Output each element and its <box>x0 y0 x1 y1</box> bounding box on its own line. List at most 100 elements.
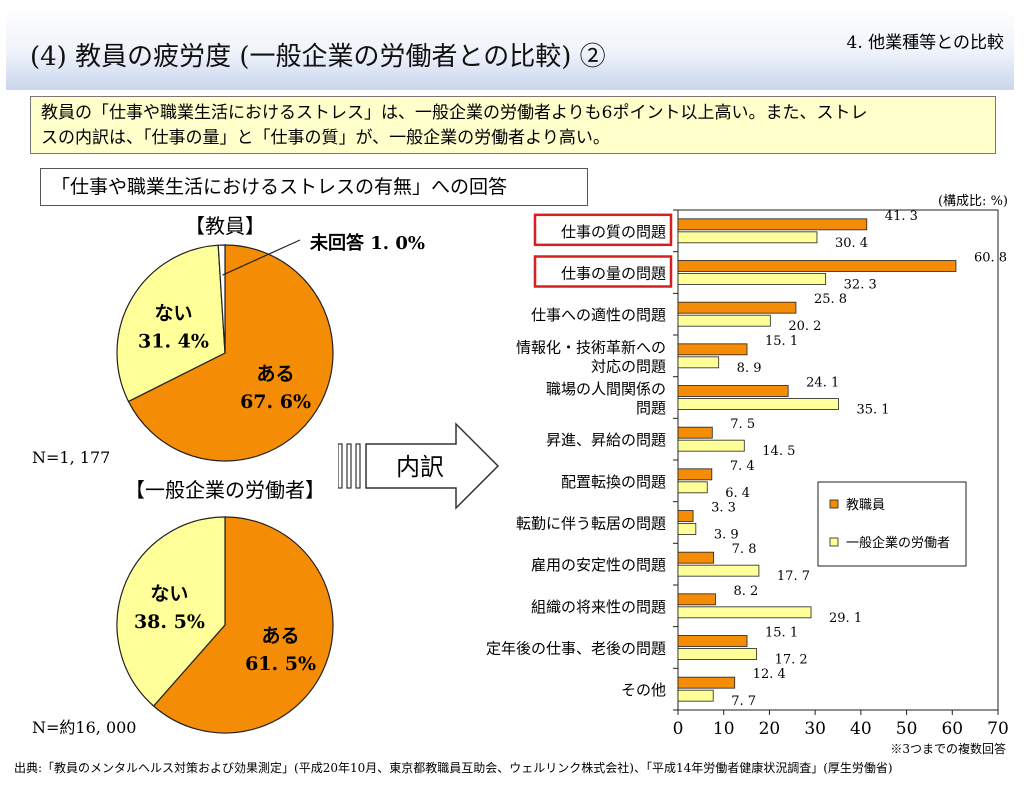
x-tick-label: 70 <box>987 719 1009 739</box>
bar-value-worker: 17. 7 <box>777 569 810 584</box>
bar-value-teacher: 12. 4 <box>753 667 786 682</box>
category-label: 問題 <box>636 399 666 417</box>
bar-teacher <box>677 593 716 606</box>
bar-value-worker: 3. 9 <box>714 528 739 543</box>
bar-worker <box>677 648 758 660</box>
x-tick-label: 0 <box>673 719 684 739</box>
source-citation: 出典:「教員のメンタルヘルス対策および効果測定」(平成20年10月、東京都教職員… <box>14 761 893 775</box>
x-tick-label: 10 <box>713 719 735 739</box>
pie-slice-label: ない <box>154 302 192 324</box>
bar-worker <box>677 564 760 577</box>
bar-value-teacher: 7. 5 <box>730 417 755 432</box>
category-label: 情報化・技術革新への <box>516 338 666 356</box>
bar-teacher <box>677 218 868 231</box>
legend-label-teacher: 教職員 <box>846 497 885 513</box>
pie-slice-1-3 <box>217 244 226 354</box>
pie-slice-label: ある <box>262 625 300 647</box>
bar-value-worker: 8. 9 <box>737 361 762 376</box>
category-label: 雇用の安定性の問題 <box>531 556 666 574</box>
x-tick-label: 20 <box>759 719 781 739</box>
bar-worker <box>677 439 745 452</box>
bar-value-teacher: 25. 8 <box>814 292 847 307</box>
bar-value-worker: 17. 2 <box>775 653 808 668</box>
pie-title: 【一般企業の労働者】 <box>125 478 325 502</box>
bar-value-teacher: 24. 1 <box>806 376 839 391</box>
bar-teacher <box>677 635 748 647</box>
title-bar <box>6 8 1014 90</box>
bar-value-worker: 20. 2 <box>788 319 821 334</box>
pie-slice-1-1 <box>127 244 334 462</box>
bar-worker <box>677 523 697 535</box>
legend-swatch-worker <box>829 537 839 547</box>
pie-slice-value: 67. 6% <box>240 391 311 413</box>
bar-value-worker: 6. 4 <box>725 486 750 501</box>
category-label: 対応の問題 <box>591 357 666 375</box>
pie-slice-2-2 <box>116 516 226 707</box>
bar-value-worker: 32. 3 <box>844 278 877 293</box>
legend-swatch-teacher <box>829 499 839 509</box>
category-label: 職場の人間関係の <box>546 380 666 398</box>
summary-line-1: 教員の「仕事や職業生活におけるストレス」は、一般企業の労働者よりも6ポイント以上… <box>41 103 868 123</box>
bar-value-teacher: 8. 2 <box>733 584 758 599</box>
x-tick-label: 40 <box>850 719 872 739</box>
bar-teacher <box>677 510 694 522</box>
arrow-label: 内訳 <box>396 453 444 481</box>
bar-teacher <box>677 551 715 564</box>
category-label: 配置転換の問題 <box>561 473 666 491</box>
category-highlight-box <box>533 213 673 247</box>
bar-worker <box>677 689 714 702</box>
bar-value-worker: 7. 7 <box>731 694 756 709</box>
footnote: ※3つまでの複数回答 <box>890 742 1006 756</box>
bar-teacher <box>677 426 713 439</box>
bar-teacher <box>677 301 797 314</box>
bar-chart: 0 10 20 30 40 50 60 70 41. 3 30. 4 仕事の質の問題 60. 8 32.… <box>486 209 1009 739</box>
category-label: その他 <box>621 681 666 699</box>
breakdown-arrow: 内訳 <box>337 420 503 516</box>
bar-teacher <box>677 260 957 272</box>
bar-teacher <box>677 468 713 481</box>
bar-worker <box>677 231 818 244</box>
pie-slice-value: 61. 5% <box>245 653 316 675</box>
pie-charts: 【教員】 N=1, 177 ある 67. 6% ない 31. 4% 未回答 1. 0% 【一般… <box>32 214 425 737</box>
category-label: 定年後の仕事、老後の問題 <box>486 640 666 658</box>
x-tick-label: 60 <box>941 719 963 739</box>
bar-value-worker: 35. 1 <box>856 403 889 418</box>
plot-area <box>677 209 999 711</box>
category-label: 仕事の質の問題 <box>561 223 666 241</box>
bar-value-teacher: 41. 3 <box>885 209 918 224</box>
category-label: 仕事の量の問題 <box>561 265 666 283</box>
bar-value-teacher: 3. 3 <box>711 501 736 516</box>
pie-n-label: N=約16, 000 <box>32 718 136 737</box>
pie-slice-2-1 <box>152 516 334 734</box>
bar-value-teacher: 15. 1 <box>765 334 798 349</box>
bar-value-teacher: 7. 8 <box>732 542 757 557</box>
pie-slice-label: ない <box>150 583 188 605</box>
pie-annotation-leader <box>222 239 301 276</box>
bar-value-teacher: 15. 1 <box>765 626 798 641</box>
unit-label: (構成比: %) <box>937 194 1008 209</box>
bar-value-teacher: 60. 8 <box>974 251 1007 266</box>
legend-box <box>817 481 967 567</box>
bar-worker <box>677 273 827 285</box>
pie-slice-value: 38. 5% <box>134 611 205 633</box>
bar-value-teacher: 7. 4 <box>730 459 755 474</box>
page-title: (4) 教員の疲労度 (一般企業の労働者との比較) ② <box>30 42 606 72</box>
section-label: 4. 他業種等との比較 <box>846 33 1004 53</box>
x-tick-label: 30 <box>804 719 826 739</box>
bar-worker <box>677 314 771 327</box>
bar-teacher <box>677 676 736 689</box>
bar-value-worker: 30. 4 <box>835 236 868 251</box>
question-label: 「仕事や職業生活におけるストレスの有無」への回答 <box>40 168 588 206</box>
pie-title: 【教員】 <box>185 214 265 238</box>
category-label: 転勤に伴う転居の問題 <box>516 515 666 533</box>
category-label: 仕事への適性の問題 <box>531 306 666 324</box>
legend-label-worker: 一般企業の労働者 <box>846 535 950 551</box>
category-label: 昇進、昇給の問題 <box>546 431 666 449</box>
bar-worker <box>677 606 812 619</box>
category-label: 組織の将来性の問題 <box>531 598 666 616</box>
bar-worker <box>677 481 708 494</box>
category-highlight-box <box>533 255 673 288</box>
bar-value-worker: 29. 1 <box>829 611 862 626</box>
pie-n-label: N=1, 177 <box>32 448 110 467</box>
x-tick-label: 50 <box>896 719 918 739</box>
